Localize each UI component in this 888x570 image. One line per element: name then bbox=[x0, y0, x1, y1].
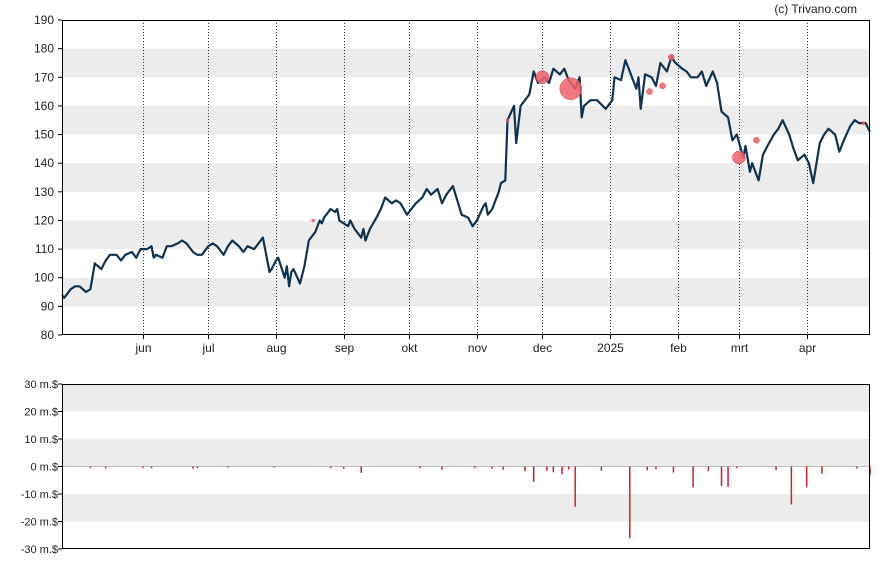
y-tick-label: 140 bbox=[34, 156, 54, 170]
volume-bar bbox=[561, 466, 563, 475]
price-grid-band bbox=[62, 163, 870, 192]
volume-y-tick-label: -20 m.$ bbox=[21, 517, 58, 529]
y-tick-label: 160 bbox=[34, 99, 54, 113]
x-tick-label: jun bbox=[134, 341, 151, 355]
trade-marker bbox=[668, 53, 675, 61]
volume-bar bbox=[672, 466, 675, 473]
volume-bar bbox=[273, 466, 275, 468]
price-grid-band bbox=[62, 48, 870, 78]
volume-bar bbox=[821, 466, 823, 474]
volume-bar bbox=[629, 466, 631, 539]
volume-bar bbox=[329, 466, 332, 469]
trade-marker bbox=[732, 150, 746, 165]
price-plot-frame bbox=[62, 20, 870, 335]
trade-marker bbox=[861, 121, 866, 125]
y-tick-label: 150 bbox=[34, 128, 54, 142]
volume-bar bbox=[790, 466, 793, 505]
y-tick-label: 120 bbox=[34, 213, 54, 227]
volume-bar bbox=[150, 466, 153, 469]
x-tick-label: apr bbox=[799, 341, 816, 355]
volume-bar bbox=[546, 466, 548, 471]
price-panel: jun jul aug sep okt nov dec 2025 feb mrt apr 80 90 10… bbox=[34, 13, 871, 355]
volume-panel: 30 m.$ 20 m.$ 10 m.$ 0 m.$ -10 m.$ -20 m.$ -30… bbox=[21, 379, 871, 556]
y-tick-label: 190 bbox=[34, 13, 54, 27]
volume-bar bbox=[646, 466, 649, 471]
volume-bar bbox=[360, 466, 362, 473]
volume-bar bbox=[720, 466, 723, 487]
volume-y-tick-label: 10 m.$ bbox=[24, 434, 58, 446]
y-tick-label: 170 bbox=[34, 70, 54, 84]
volume-y-tick-label: -30 m.$ bbox=[21, 544, 58, 556]
trade-marker bbox=[535, 70, 550, 85]
volume-bar bbox=[532, 466, 535, 482]
volume-bar bbox=[574, 466, 576, 507]
y-tick-label: 80 bbox=[41, 328, 55, 342]
volume-bar bbox=[805, 466, 808, 488]
trade-marker bbox=[659, 82, 666, 90]
volume-bar bbox=[419, 466, 421, 469]
volume-bar bbox=[727, 466, 729, 487]
x-tick-label: nov bbox=[468, 341, 487, 355]
volume-bar bbox=[707, 466, 710, 472]
volume-bar bbox=[655, 466, 657, 469]
volume-y-tick-label: 0 m.$ bbox=[30, 462, 58, 474]
volume-bar bbox=[502, 466, 504, 470]
trade-marker bbox=[646, 88, 653, 95]
volume-bar bbox=[104, 466, 107, 469]
price-grid-band bbox=[62, 220, 870, 250]
volume-bar bbox=[227, 466, 229, 468]
trade-marker bbox=[505, 118, 510, 122]
volume-bar bbox=[736, 466, 738, 469]
y-tick-label: 90 bbox=[41, 299, 55, 313]
volume-bar bbox=[567, 466, 570, 470]
price-grid-band bbox=[62, 105, 870, 135]
volume-grid-band bbox=[62, 384, 870, 412]
volume-bar bbox=[692, 466, 694, 488]
y-tick-label: 100 bbox=[34, 271, 54, 285]
volume-grid-band bbox=[62, 494, 870, 522]
x-tick-label: dec bbox=[533, 341, 552, 355]
trade-marker bbox=[311, 218, 315, 223]
volume-bar bbox=[441, 466, 443, 470]
volume-y-tick-label: 30 m.$ bbox=[24, 379, 58, 391]
volume-bar bbox=[775, 466, 777, 471]
volume-grid-band bbox=[62, 439, 870, 467]
copyright-label: (c) Trivano.com bbox=[774, 2, 857, 16]
volume-bar bbox=[600, 466, 603, 471]
volume-bar bbox=[89, 466, 92, 469]
x-tick-label: mrt bbox=[731, 341, 749, 355]
x-tick-label: aug bbox=[266, 341, 286, 355]
volume-bar bbox=[524, 466, 526, 472]
trade-marker bbox=[753, 137, 760, 144]
x-tick-label: 2025 bbox=[597, 341, 624, 355]
x-tick-label: feb bbox=[670, 341, 687, 355]
y-tick-label: 180 bbox=[34, 42, 54, 56]
volume-bar bbox=[856, 466, 858, 469]
x-tick-label: jul bbox=[201, 341, 214, 355]
x-tick-label: sep bbox=[335, 341, 355, 355]
price-grid-band bbox=[62, 277, 870, 307]
volume-bar bbox=[552, 466, 555, 473]
volume-bar bbox=[491, 466, 493, 469]
volume-bar bbox=[473, 466, 476, 469]
volume-bar bbox=[192, 466, 194, 469]
volume-y-tick-label: -10 m.$ bbox=[21, 489, 58, 501]
trade-marker bbox=[559, 77, 583, 100]
volume-y-tick-label: 20 m.$ bbox=[24, 407, 58, 419]
y-tick-label: 110 bbox=[35, 242, 54, 256]
volume-bar bbox=[196, 466, 199, 469]
price-series-line bbox=[61, 56, 871, 299]
volume-bar bbox=[142, 466, 144, 469]
y-tick-label: 130 bbox=[34, 185, 54, 199]
volume-bar bbox=[342, 466, 345, 469]
x-tick-label: okt bbox=[401, 341, 418, 355]
volume-plot-frame bbox=[62, 384, 870, 549]
